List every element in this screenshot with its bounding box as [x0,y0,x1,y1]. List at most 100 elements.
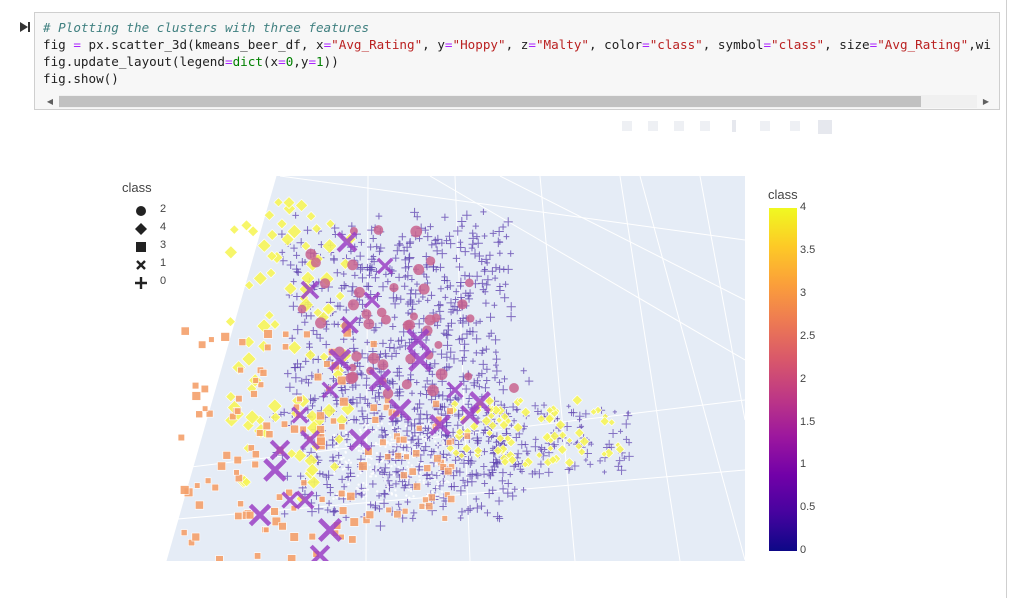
data-point[interactable] [177,433,185,442]
data-point[interactable] [569,408,578,417]
data-point[interactable] [408,348,432,372]
data-point[interactable] [300,240,312,252]
data-point[interactable] [388,433,392,437]
data-point[interactable] [474,437,482,445]
data-point[interactable] [407,371,415,379]
data-point[interactable] [384,445,387,449]
data-point[interactable] [348,343,359,354]
data-point[interactable] [466,327,474,336]
data-point[interactable] [462,210,472,220]
data-point[interactable] [386,461,389,464]
data-point[interactable] [473,238,483,248]
data-point[interactable] [468,240,478,249]
data-point[interactable] [459,376,469,387]
data-point[interactable] [506,311,516,322]
data-point[interactable] [400,471,408,480]
data-point[interactable] [391,442,402,452]
data-point[interactable] [427,291,436,300]
data-point[interactable] [438,239,446,247]
data-point[interactable] [599,416,610,427]
data-point[interactable] [180,529,188,536]
data-point[interactable] [391,314,398,321]
data-point[interactable] [280,232,295,247]
data-point[interactable] [421,383,429,391]
data-point[interactable] [370,475,373,478]
data-point[interactable] [408,444,411,448]
data-point[interactable] [418,503,426,510]
data-point[interactable] [223,245,238,260]
data-point[interactable] [345,372,358,385]
data-point[interactable] [233,469,240,476]
data-point[interactable] [202,405,209,412]
data-point[interactable] [401,255,410,264]
data-point[interactable] [440,480,443,484]
data-point[interactable] [444,481,447,484]
data-point[interactable] [269,411,282,423]
data-point[interactable] [371,393,380,402]
data-point[interactable] [282,196,296,209]
data-point[interactable] [371,430,375,434]
data-point[interactable] [443,325,454,335]
data-point[interactable] [390,465,393,468]
data-point[interactable] [305,211,317,222]
data-point[interactable] [283,369,292,378]
data-point[interactable] [323,470,334,481]
data-point[interactable] [393,463,397,466]
legend-item-3[interactable]: 3 [134,238,184,256]
data-point[interactable] [418,283,430,295]
data-point[interactable] [442,294,449,301]
data-point[interactable] [506,302,516,312]
data-point[interactable] [434,462,438,466]
data-point[interactable] [194,482,201,489]
data-point[interactable] [377,424,380,427]
data-point[interactable] [593,405,603,415]
data-point[interactable] [400,444,407,451]
data-point[interactable] [329,508,338,516]
data-point[interactable] [495,514,504,523]
data-point[interactable] [370,457,373,460]
data-point[interactable] [349,476,352,480]
data-point[interactable] [389,282,399,293]
data-point[interactable] [479,347,487,354]
modebar-reset-icon[interactable] [760,121,770,131]
data-point[interactable] [410,207,419,217]
data-point[interactable] [413,379,420,386]
data-point[interactable] [349,420,352,423]
data-point[interactable] [229,412,237,421]
data-point[interactable] [403,451,406,454]
data-point[interactable] [381,314,391,325]
data-point[interactable] [578,436,590,447]
data-point[interactable] [435,485,439,489]
data-point[interactable] [429,437,432,440]
data-point[interactable] [380,489,388,498]
data-point[interactable] [443,277,451,284]
data-point[interactable] [278,522,287,531]
data-point[interactable] [257,238,272,253]
data-point[interactable] [270,507,279,516]
data-point[interactable] [350,336,357,343]
data-point[interactable] [380,489,390,499]
data-point[interactable] [321,402,337,419]
data-point[interactable] [443,237,450,244]
data-point[interactable] [574,441,584,451]
data-point[interactable] [509,383,519,393]
data-point[interactable] [316,470,323,477]
data-point[interactable] [377,412,386,421]
data-point[interactable] [345,435,348,439]
data-point[interactable] [313,372,323,382]
data-point[interactable] [614,444,625,455]
data-point[interactable] [464,372,473,381]
data-point[interactable] [335,452,343,459]
data-point[interactable] [188,539,196,547]
data-point[interactable] [484,395,495,407]
data-point[interactable] [432,239,440,248]
data-point[interactable] [461,384,471,394]
data-point[interactable] [306,340,313,347]
legend-item-2[interactable]: 2 [134,202,184,220]
data-point[interactable] [490,335,501,345]
data-point[interactable] [347,458,351,462]
data-point[interactable] [473,319,480,327]
data-point[interactable] [241,476,252,488]
data-point[interactable] [334,444,338,448]
data-point[interactable] [427,433,430,437]
